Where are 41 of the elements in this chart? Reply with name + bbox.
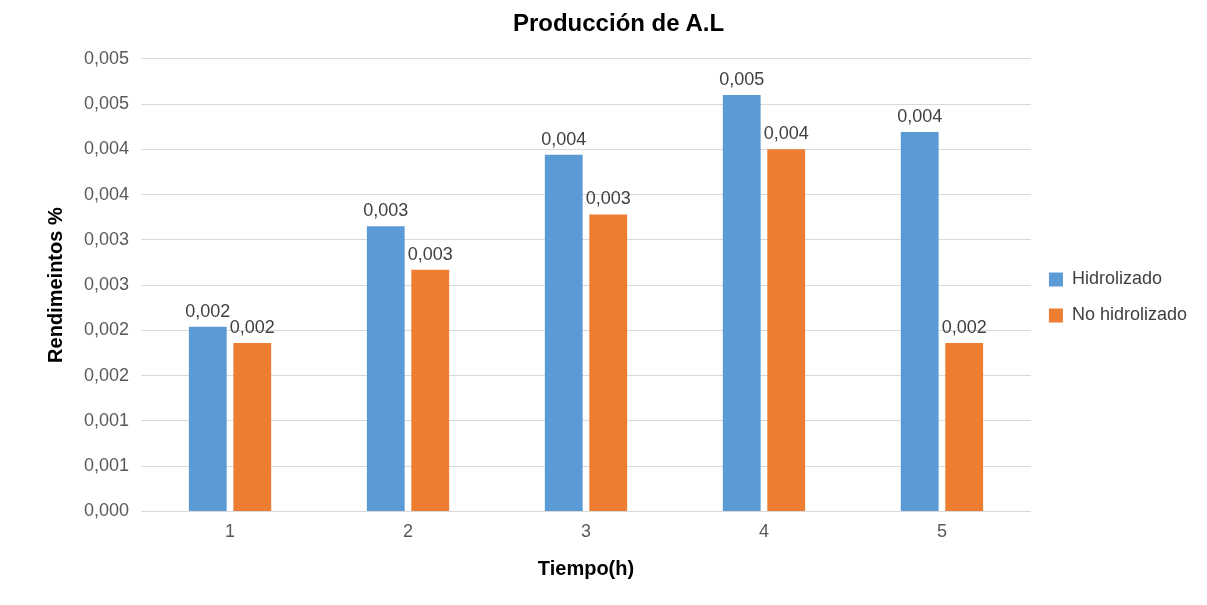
y-tick-label: 0,002: [84, 364, 130, 385]
y-axis-title: Rendimeintos %: [43, 207, 66, 363]
bar: [366, 226, 405, 511]
data-label: 0,002: [941, 317, 987, 337]
data-label: 0,005: [719, 68, 765, 89]
y-tick-label: 0,004: [84, 183, 130, 204]
data-label: 0,004: [897, 106, 943, 127]
x-tick-label: 3: [580, 521, 591, 542]
y-tick-label: 0,002: [84, 319, 130, 340]
legend-label: Hidrolizado: [1071, 268, 1162, 289]
x-tick-label: 4: [758, 521, 769, 542]
chart-title: Producción de A.L: [512, 9, 725, 37]
legend-label: No hidrolizado: [1071, 304, 1188, 325]
y-tick-label: 0,003: [84, 274, 130, 295]
y-tick-label: 0,005: [84, 93, 130, 114]
y-tick-label: 0,004: [84, 138, 130, 159]
bar: [900, 132, 939, 511]
x-tick-label: 2: [403, 521, 414, 542]
data-label: 0,003: [407, 243, 453, 264]
bar: [589, 214, 628, 511]
bar: [233, 343, 272, 511]
bar: [767, 149, 806, 511]
x-tick-label: 1: [225, 521, 236, 542]
y-tick-label: 0,001: [84, 409, 130, 430]
bar: [722, 95, 761, 511]
x-tick-label: 5: [936, 521, 947, 542]
y-tick-label: 0,003: [84, 228, 130, 249]
y-tick-label: 0,005: [84, 47, 130, 68]
data-label: 0,002: [229, 317, 275, 337]
bar: [544, 154, 583, 511]
data-label: 0,004: [763, 123, 809, 144]
bar: [411, 269, 450, 511]
data-label: 0,004: [541, 128, 587, 149]
data-label: 0,003: [585, 188, 631, 209]
x-axis-title: Tiempo(h): [537, 556, 635, 579]
data-label: 0,002: [185, 300, 231, 321]
bar: [188, 326, 227, 511]
y-tick-label: 0,000: [84, 500, 130, 521]
y-tick-label: 0,001: [84, 455, 130, 476]
data-label: 0,003: [363, 200, 409, 221]
bar: [945, 343, 984, 511]
